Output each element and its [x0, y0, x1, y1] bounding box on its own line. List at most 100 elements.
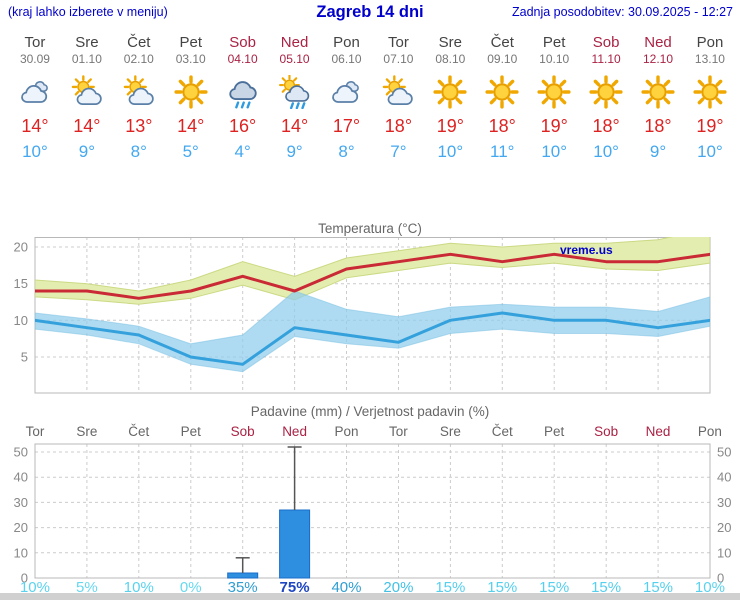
day-date: 01.10 — [71, 52, 102, 66]
day-name: Ned — [280, 34, 309, 51]
weather-icon-glyph — [591, 77, 621, 107]
max-temperature: 19° — [696, 116, 724, 136]
max-temperature: 18° — [488, 116, 516, 136]
day-date: 11.10 — [591, 52, 621, 66]
day-date: 30.09 — [19, 52, 50, 66]
weather-icon-glyph — [487, 77, 517, 107]
precip-probability: 40% — [331, 579, 362, 596]
last-update: Zadnja posodobitev: 30.09.2025 - 12:27 — [511, 5, 733, 19]
precip-y-tick-left: 30 — [14, 495, 28, 510]
temperature-chart-title: Temperatura (°C) — [318, 221, 422, 236]
precip-probability: 5% — [76, 579, 98, 596]
precip-bar — [279, 509, 311, 579]
min-temperature: 9° — [649, 142, 667, 161]
max-temperature-line — [35, 252, 710, 300]
weather-icon — [485, 75, 519, 109]
precip-y-tick-right: 20 — [717, 520, 731, 535]
weather-icon-glyph — [539, 77, 569, 107]
day-column: Čet 02.10 13° 8° — [113, 34, 165, 162]
day-name: Sob — [592, 34, 620, 51]
max-temperature: 14° — [21, 116, 49, 136]
watermark-link[interactable]: vreme.us — [560, 243, 613, 257]
precip-y-tick-left: 0 — [21, 571, 28, 586]
day-date: 12.10 — [643, 52, 674, 66]
precip-probability-row: 10% 5% 10% 0% 35% 75% 40% 20% 15% 15% 15% 15% 15% 10% — [9, 579, 736, 596]
max-temperature: 14° — [177, 116, 205, 136]
weather-icon — [174, 75, 208, 109]
day-date: 09.10 — [487, 52, 518, 66]
max-temperature: 18° — [644, 116, 672, 136]
temp-y-tick: 20 — [14, 240, 28, 255]
page-title: Zagreb 14 dni — [316, 3, 424, 21]
precip-probability: 15% — [539, 579, 570, 596]
day-column: Sob 11.10 18° 10° — [580, 34, 632, 162]
weather-icon-glyph — [125, 76, 153, 104]
precip-y-tick-left: 10 — [14, 545, 28, 560]
weather-icon-glyph — [435, 77, 465, 107]
temperature-chart: 5 10 15 20 vreme.us — [14, 237, 711, 394]
min-temperature: 11° — [490, 142, 515, 161]
max-temperature: 16° — [229, 116, 257, 136]
day-name: Čet — [490, 34, 514, 51]
max-temperature: 18° — [592, 116, 620, 136]
precip-probability: 35% — [227, 579, 258, 596]
weather-icon — [433, 75, 467, 109]
weather-icon — [693, 75, 727, 109]
min-temperature-line — [35, 311, 710, 366]
precip-day-label: Ned — [645, 424, 671, 439]
day-column: Pon 13.10 19° 10° — [684, 34, 736, 162]
min-temperature: 9° — [78, 142, 96, 161]
day-name: Tor — [387, 34, 409, 51]
min-temperature: 4° — [234, 142, 251, 161]
day-name: Pet — [179, 34, 202, 51]
day-name: Sre — [438, 34, 462, 51]
footer-bar — [0, 593, 740, 600]
weather-icon — [122, 75, 156, 109]
weather-icon — [381, 75, 415, 109]
max-temperature: 19° — [436, 116, 464, 136]
day-column: Pet 10.10 19° 10° — [528, 34, 580, 162]
day-column: Tor 07.10 18° 7° — [372, 34, 424, 162]
max-temperature: 14° — [280, 116, 309, 136]
weather-icon-glyph — [334, 82, 359, 102]
min-temperature: 10° — [437, 142, 464, 161]
min-temperature: 10° — [697, 142, 723, 161]
weather-icon-glyph — [643, 77, 673, 107]
weather-icon-glyph — [695, 77, 725, 107]
precip-y-tick-left: 50 — [14, 445, 28, 460]
day-name: Sob — [229, 34, 256, 51]
weather-icon — [226, 75, 260, 109]
min-temperature: 8° — [130, 142, 147, 161]
weather-icon-glyph — [384, 76, 412, 104]
weather-icon — [589, 75, 623, 109]
min-temperature-range — [35, 290, 710, 373]
weather-icon — [537, 75, 571, 109]
weather-icon-glyph — [230, 82, 256, 107]
day-name: Sre — [75, 34, 99, 51]
weather-icon-glyph — [22, 82, 47, 102]
day-name: Pon — [333, 34, 360, 51]
precip-day-label: Sob — [230, 424, 255, 439]
precip-y-tick-right: 30 — [717, 495, 731, 510]
day-date: 04.10 — [227, 52, 258, 66]
max-temperature: 13° — [125, 116, 153, 136]
min-temperature: 8° — [338, 142, 355, 161]
max-temperature: 18° — [384, 116, 413, 136]
min-temperature: 10° — [593, 142, 619, 161]
precip-day-label: Čet — [491, 424, 513, 439]
precip-y-tick-right: 0 — [717, 571, 724, 586]
day-date: 03.10 — [175, 52, 206, 66]
temp-y-tick: 5 — [21, 350, 28, 365]
weather-icon-glyph — [73, 76, 101, 104]
location-hint: (kraj lahko izberete v meniju) — [8, 5, 168, 19]
weather-icon — [70, 75, 104, 109]
day-date: 07.10 — [383, 52, 414, 66]
day-date: 13.10 — [694, 52, 725, 66]
precip-day-label: Sob — [594, 424, 619, 439]
day-name: Tor — [24, 34, 46, 51]
day-column: Čet 09.10 18° 11° — [476, 34, 528, 162]
precip-day-label: Sre — [439, 424, 461, 439]
precip-probability: 10% — [123, 579, 154, 596]
precip-day-label: Čet — [128, 424, 150, 439]
precip-y-tick-left: 40 — [14, 470, 28, 485]
